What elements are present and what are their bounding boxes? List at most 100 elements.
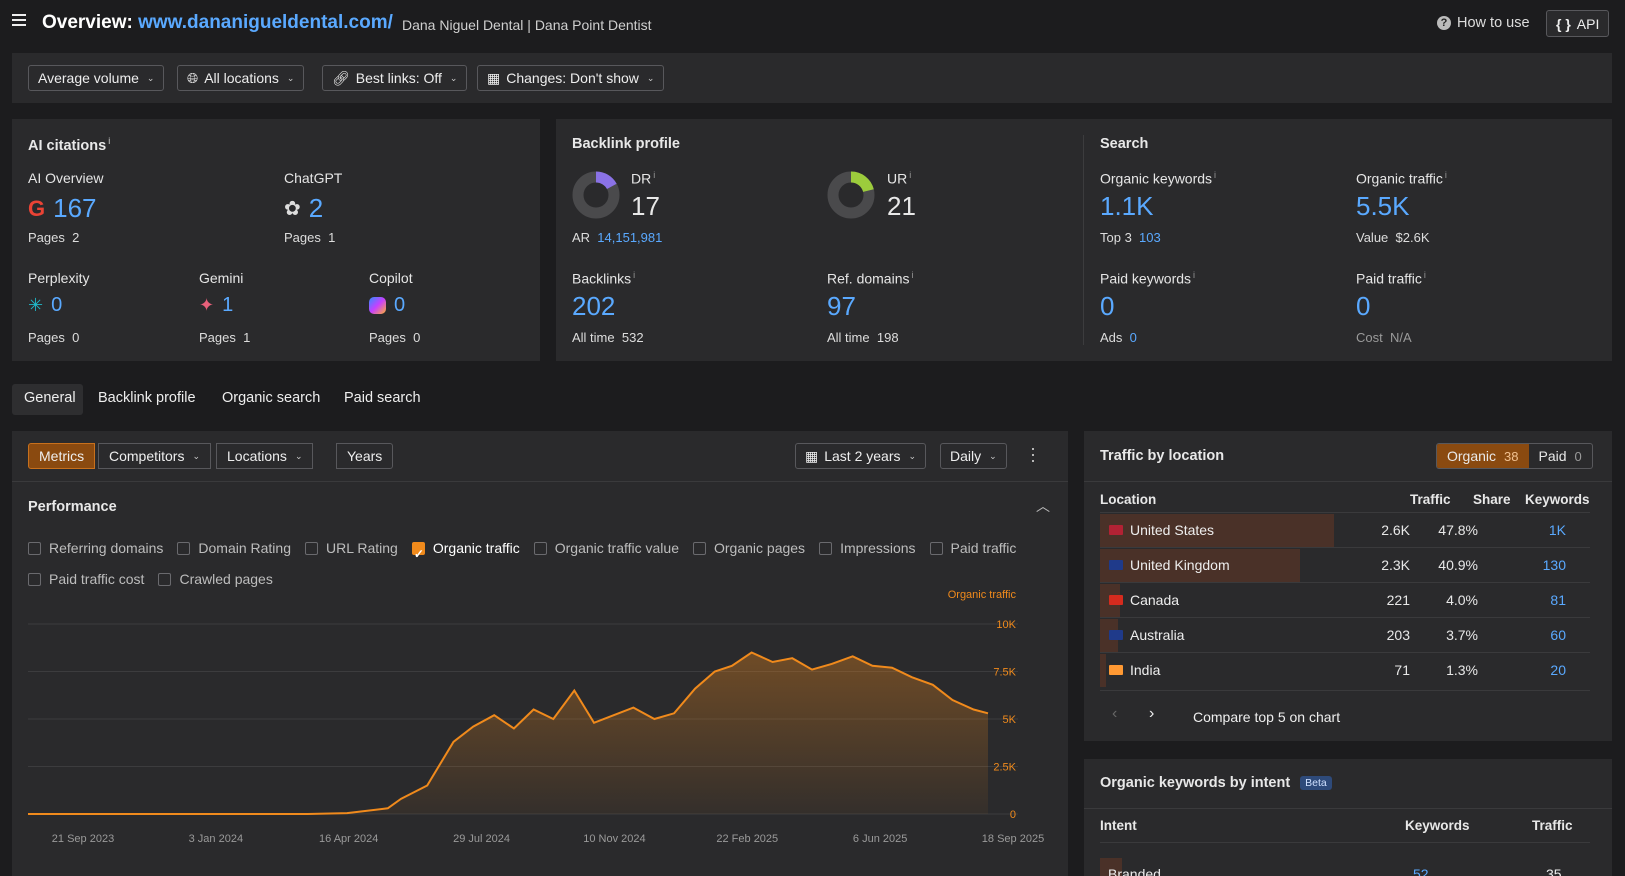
- competitors-dropdown[interactable]: Competitors ⌄: [98, 443, 212, 469]
- organic-traffic-label: Organic traffic i: [1356, 170, 1447, 187]
- collapse-icon[interactable]: ︿: [1036, 498, 1050, 514]
- location-share: 4.0%: [1446, 592, 1478, 608]
- checkbox-box: [158, 573, 172, 586]
- location-row[interactable]: Australia 203 3.7% 60: [1100, 617, 1590, 652]
- location-name: Canada: [1130, 592, 1180, 608]
- y-tick-label: 5K: [1003, 714, 1017, 726]
- checkbox-box: [305, 542, 318, 555]
- prev-page-icon[interactable]: ‹: [1112, 705, 1118, 722]
- checkbox-label: Crawled pages: [179, 571, 273, 587]
- checkbox-box: [819, 542, 833, 555]
- backlinks-value[interactable]: 202: [572, 291, 616, 321]
- chevron-down-icon: ⌄: [449, 72, 458, 83]
- how-to-use-link[interactable]: ? How to use: [1437, 15, 1530, 31]
- changes-dropdown[interactable]: ▦ Changes: Don't show ⌄: [477, 65, 665, 91]
- checkbox-box: [411, 540, 425, 569]
- volume-dropdown[interactable]: Average volume ⌄: [28, 65, 165, 91]
- checkbox-paid-traffic[interactable]: Paid traffic: [929, 534, 1016, 563]
- years-tab[interactable]: Years: [336, 443, 394, 469]
- chatgpt-value[interactable]: 2: [308, 193, 324, 223]
- location-row[interactable]: Canada 221 4.0% 81: [1100, 582, 1590, 617]
- ref-domains-value[interactable]: 97: [827, 291, 856, 321]
- interval-dropdown[interactable]: Daily ⌄: [940, 443, 1007, 469]
- checkbox-box: [533, 542, 547, 555]
- checkbox-referring-domains[interactable]: Referring domains: [28, 534, 163, 563]
- gemini-label: Gemini: [199, 270, 244, 286]
- checkbox-organic-traffic[interactable]: Organic traffic: [411, 534, 520, 569]
- ar-value[interactable]: 14,151,981: [597, 230, 663, 245]
- api-button[interactable]: { } API: [1546, 10, 1610, 37]
- tab-paid-search[interactable]: Paid search: [344, 390, 421, 406]
- share-bar: [1100, 654, 1107, 687]
- location-keywords[interactable]: 1K: [1548, 522, 1566, 538]
- top3-value[interactable]: 103: [1139, 230, 1161, 245]
- compare-top5-link[interactable]: Compare top 5 on chart: [1193, 709, 1341, 725]
- location-traffic: 2.3K: [1381, 557, 1410, 573]
- checkbox-impressions[interactable]: Impressions: [819, 534, 916, 563]
- tab-general[interactable]: General: [24, 390, 76, 406]
- share-bar: [1100, 549, 1301, 582]
- paid-traffic-value[interactable]: 0: [1356, 291, 1371, 321]
- intent-branded-keywords[interactable]: 52: [1413, 866, 1429, 876]
- chatgpt-icon: ✿: [284, 198, 301, 220]
- perplexity-value[interactable]: 0: [51, 294, 63, 316]
- traffic-location-title: Traffic by location: [1100, 448, 1225, 464]
- ads-value[interactable]: 0: [1129, 330, 1137, 345]
- flag-ca-icon: [1109, 595, 1123, 605]
- flag-in-icon: [1109, 665, 1123, 675]
- checkbox-crawled-pages[interactable]: Crawled pages: [158, 565, 273, 594]
- calendar-icon: ▦: [487, 69, 501, 86]
- location-keywords[interactable]: 81: [1550, 592, 1566, 608]
- location-share: 3.7%: [1446, 627, 1478, 643]
- location-traffic: 2.6K: [1381, 522, 1410, 538]
- more-options-icon[interactable]: · · ·: [1030, 438, 1036, 470]
- location-row[interactable]: United States 2.6K 47.8% 1K: [1100, 512, 1590, 547]
- copilot-value[interactable]: 0: [394, 294, 406, 316]
- range-dropdown[interactable]: ▦ Last 2 years ⌄: [795, 443, 927, 469]
- metrics-tab[interactable]: Metrics: [28, 443, 96, 469]
- ref-domains-label: Ref. domains i: [827, 270, 914, 287]
- location-row[interactable]: India 71 1.3% 20: [1100, 652, 1590, 687]
- best-links-dropdown[interactable]: 🔗︎ Best links: Off ⌄: [322, 65, 468, 91]
- tab-organic-search[interactable]: Organic search: [222, 390, 321, 406]
- location-name: United Kingdom: [1130, 557, 1230, 573]
- keywords-intent-title: Organic keywords by intent Beta: [1100, 775, 1332, 791]
- location-keywords[interactable]: 20: [1550, 662, 1566, 678]
- paid-keywords-value[interactable]: 0: [1100, 291, 1115, 321]
- checkbox-label: Organic traffic: [432, 540, 520, 556]
- checkbox-box: [929, 542, 943, 555]
- ur-value: 21: [887, 191, 916, 221]
- globe-icon: 🌐︎: [187, 69, 199, 86]
- checkbox-organic-pages[interactable]: Organic pages: [693, 534, 805, 563]
- checkbox-label: URL Rating: [326, 540, 398, 556]
- checkbox-label: Domain Rating: [198, 540, 291, 556]
- locations-chart-dropdown[interactable]: Locations ⌄: [216, 443, 314, 469]
- beta-badge: Beta: [1300, 776, 1332, 790]
- organic-traffic-value[interactable]: 5.5K: [1356, 191, 1410, 221]
- checkbox-paid-traffic-cost[interactable]: Paid traffic cost: [28, 565, 144, 594]
- checkbox-organic-traffic-value[interactable]: Organic traffic value: [533, 534, 679, 563]
- location-keywords[interactable]: 130: [1542, 557, 1566, 573]
- organic-toggle[interactable]: Organic 38: [1437, 444, 1529, 468]
- ai-overview-value[interactable]: 167: [53, 193, 97, 223]
- organic-keywords-value[interactable]: 1.1K: [1100, 191, 1154, 221]
- checkbox-domain-rating[interactable]: Domain Rating: [177, 534, 291, 563]
- tab-backlink-profile[interactable]: Backlink profile: [98, 390, 196, 406]
- divider: [12, 481, 1068, 482]
- menu-icon[interactable]: [12, 14, 26, 28]
- flag-au-icon: [1109, 630, 1123, 640]
- ai-citations-title: AI citations i: [28, 136, 111, 154]
- keywords-intent-panel: [1084, 759, 1612, 876]
- chart-legend-label: Organic traffic: [948, 590, 1017, 601]
- checkbox-url-rating[interactable]: URL Rating: [305, 534, 398, 563]
- gemini-value[interactable]: 1: [222, 294, 234, 316]
- domain-link[interactable]: www.dananigueldental.com/: [138, 12, 393, 33]
- locations-dropdown[interactable]: 🌐︎ All locations ⌄: [177, 65, 305, 91]
- location-row[interactable]: United Kingdom 2.3K 40.9% 130: [1100, 547, 1590, 582]
- series-line: [28, 651, 989, 815]
- paid-toggle[interactable]: Paid 0: [1538, 448, 1582, 464]
- site-name: Dana Niguel Dental | Dana Point Dentist: [402, 17, 652, 33]
- col-intent-keywords: Keywords: [1405, 818, 1470, 833]
- next-page-icon[interactable]: ›: [1149, 705, 1155, 722]
- location-keywords[interactable]: 60: [1550, 627, 1566, 643]
